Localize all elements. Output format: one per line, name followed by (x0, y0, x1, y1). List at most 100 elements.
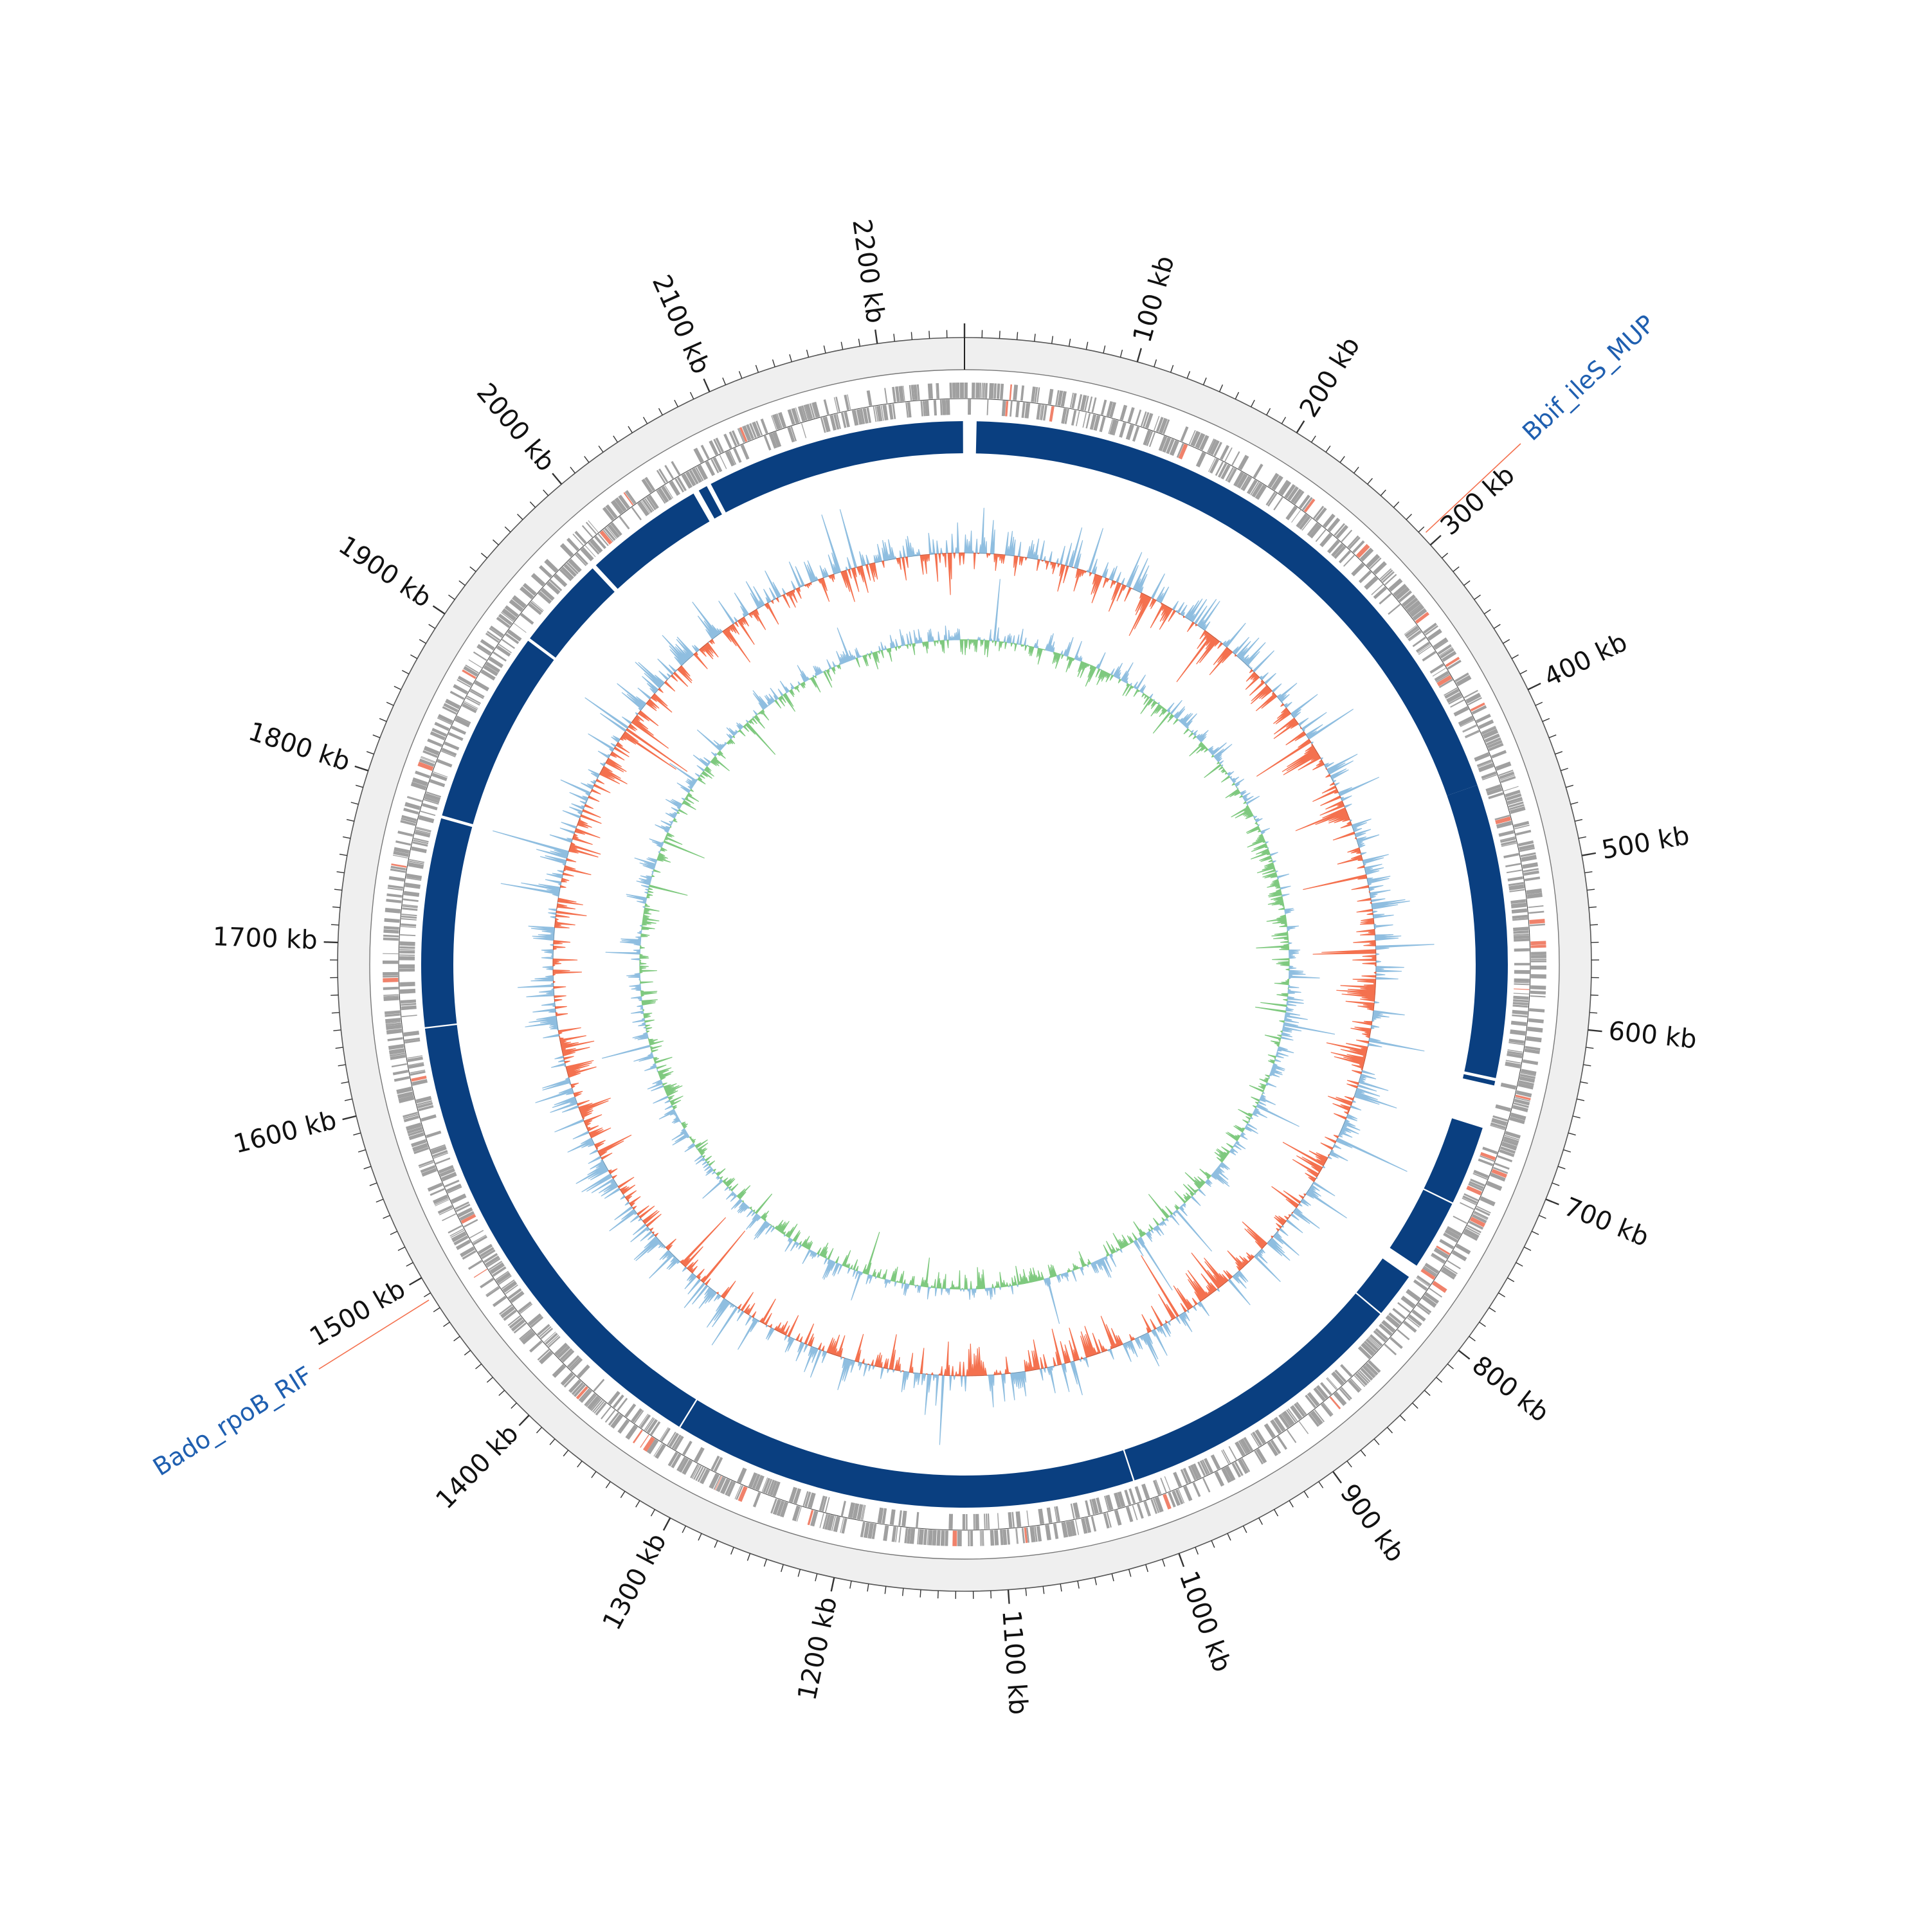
gene-block (619, 516, 629, 529)
minor-tick (351, 802, 359, 804)
gene-block (1513, 996, 1528, 1000)
gene-block (761, 419, 768, 434)
gene-block (972, 383, 975, 398)
gene-block (1137, 1503, 1144, 1519)
gene-block (957, 1531, 962, 1546)
major-tick (433, 606, 444, 613)
minor-tick (1524, 1247, 1531, 1250)
minor-tick (1436, 1377, 1442, 1382)
minor-tick (584, 456, 589, 463)
minor-tick (644, 417, 648, 424)
gene-block (1220, 445, 1229, 460)
gene-block (1091, 397, 1096, 413)
gene-block (1202, 1477, 1210, 1492)
minor-tick (1393, 502, 1399, 508)
minor-tick (691, 392, 694, 399)
gene-block (389, 876, 405, 882)
gene-block (1397, 1329, 1410, 1340)
gene-block (1348, 1379, 1361, 1393)
minor-tick (815, 1574, 817, 1582)
minor-tick (448, 595, 455, 599)
gene-block (701, 445, 710, 460)
gene-block (1511, 1021, 1526, 1026)
highlighted-gene (1531, 945, 1546, 948)
gene-block (401, 918, 417, 921)
gene-block (1491, 750, 1507, 759)
gene-block (485, 1286, 499, 1296)
minor-tick (454, 1337, 460, 1341)
gene-block (393, 1070, 408, 1076)
minor-tick (470, 567, 476, 572)
minor-tick (530, 502, 535, 508)
minor-tick (1204, 377, 1207, 384)
minor-tick (1549, 735, 1556, 737)
gene-block (1135, 410, 1141, 425)
position-label: 1300 kb (597, 1528, 673, 1635)
gene-block (1503, 853, 1519, 858)
gene-block (518, 1301, 532, 1313)
gene-block (737, 1468, 747, 1484)
minor-tick (841, 342, 842, 350)
gene-block (1514, 970, 1530, 974)
gene-block (1045, 1524, 1051, 1540)
gene-block (1512, 1015, 1527, 1018)
minor-tick (1146, 1564, 1148, 1571)
gene-block (624, 1404, 636, 1418)
major-tick (831, 1578, 835, 1592)
gene-block (397, 831, 413, 836)
minor-tick (1555, 752, 1562, 754)
gene-block (411, 846, 427, 853)
minor-tick (336, 1047, 343, 1049)
gene-block (529, 1341, 543, 1353)
gene-block (480, 1277, 494, 1288)
gene-block (383, 987, 399, 990)
gene-block (824, 399, 829, 415)
contig-segment (421, 818, 472, 1027)
minor-tick (613, 436, 618, 442)
gene-block (1522, 862, 1538, 869)
gene-block (1351, 563, 1364, 576)
minor-tick (739, 371, 742, 378)
gene-block (383, 975, 398, 977)
minor-tick (433, 1308, 440, 1312)
gene-block (1340, 1364, 1352, 1377)
gene-block (932, 1530, 937, 1546)
position-label: 1500 kb (305, 1274, 410, 1352)
gene-block (1523, 1060, 1539, 1065)
minor-tick (1591, 995, 1598, 996)
gene-block (1427, 629, 1442, 641)
gene-block (988, 1513, 990, 1529)
gene-block (1173, 1472, 1182, 1487)
gene-block (946, 399, 950, 415)
gene-block (1100, 417, 1106, 432)
gene-block (383, 937, 399, 941)
minor-tick (394, 686, 401, 689)
gene-block (997, 383, 1001, 399)
gene-block (421, 1114, 436, 1121)
minor-tick (1078, 1581, 1079, 1589)
gene-block (1462, 725, 1476, 732)
gene-block (1529, 1008, 1544, 1013)
minor-tick (337, 872, 345, 873)
minor-tick (1418, 527, 1424, 532)
gene-block (399, 982, 415, 987)
minor-tick (518, 514, 523, 520)
minor-tick (543, 490, 548, 496)
gene-block (916, 1512, 919, 1528)
gene-block (950, 383, 952, 398)
minor-tick (1251, 400, 1254, 407)
outer-band (338, 338, 1591, 1591)
gene-block (1496, 761, 1512, 771)
gene-block (801, 423, 806, 438)
gene-block (1453, 1216, 1467, 1224)
gene-block (1465, 731, 1480, 738)
minor-tick (550, 1439, 555, 1445)
minor-tick (773, 359, 775, 366)
major-tick (1008, 1590, 1010, 1604)
position-label: 1100 kb (996, 1609, 1033, 1716)
position-label: 1400 kb (430, 1419, 524, 1515)
minor-tick (1563, 1150, 1570, 1152)
minor-tick (628, 426, 632, 433)
minor-tick (376, 1199, 383, 1202)
minor-tick (1244, 1526, 1247, 1533)
